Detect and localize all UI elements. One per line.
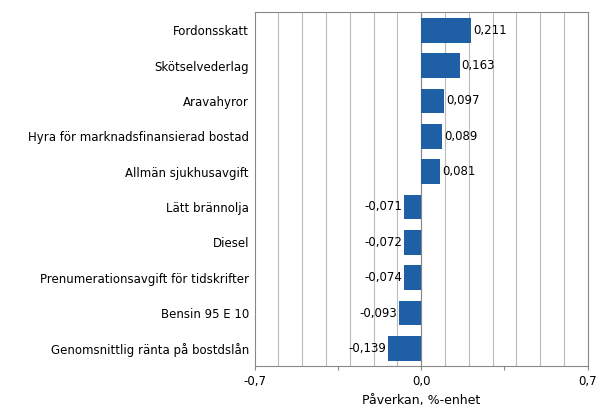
Text: -0,093: -0,093 — [359, 307, 398, 319]
Text: -0,071: -0,071 — [365, 201, 402, 213]
Bar — [421, 89, 444, 113]
Bar — [388, 336, 421, 361]
Bar — [421, 159, 441, 184]
Text: -0,074: -0,074 — [364, 271, 402, 284]
Bar — [421, 53, 460, 78]
Text: -0,072: -0,072 — [364, 236, 402, 249]
Bar — [404, 265, 421, 290]
Bar — [399, 301, 421, 325]
Text: 0,163: 0,163 — [462, 59, 495, 72]
Text: 0,211: 0,211 — [473, 24, 507, 37]
Bar — [404, 195, 421, 219]
Text: 0,081: 0,081 — [442, 165, 476, 178]
Bar — [421, 18, 471, 42]
Text: -0,139: -0,139 — [348, 342, 387, 355]
Bar — [404, 230, 421, 255]
X-axis label: Påverkan, %-enhet: Påverkan, %-enhet — [362, 394, 481, 407]
Bar — [421, 124, 442, 149]
Text: 0,097: 0,097 — [446, 94, 479, 107]
Text: 0,089: 0,089 — [444, 130, 478, 143]
